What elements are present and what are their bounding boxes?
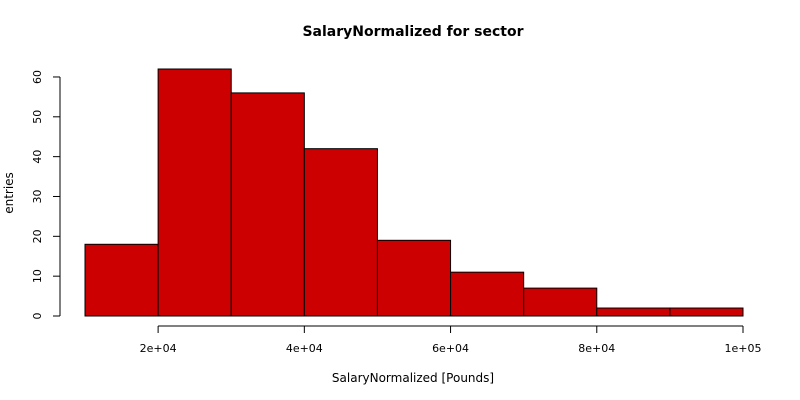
chart-title: SalaryNormalized for sector	[302, 24, 523, 40]
x-tick-label: 4e+04	[286, 342, 323, 355]
x-tick-label: 8e+04	[578, 342, 615, 355]
x-tick-label: 2e+04	[140, 342, 177, 355]
y-ticks: 0 10 20 30 40 50 60	[31, 70, 60, 320]
histogram-bar	[596, 307, 671, 317]
bars	[84, 68, 744, 317]
histogram-bar	[230, 92, 305, 317]
y-axis-label: entries	[2, 172, 16, 214]
y-tick-label: 40	[31, 150, 44, 164]
histogram-bar	[157, 68, 232, 317]
y-tick-label: 50	[31, 110, 44, 124]
y-tick-label: 60	[31, 70, 44, 84]
histogram-bar	[450, 271, 525, 317]
histogram-bar	[523, 287, 598, 317]
y-tick-label: 0	[31, 313, 44, 320]
y-tick-label: 10	[31, 269, 44, 283]
histogram-bar	[669, 307, 744, 317]
histogram-bar	[376, 239, 452, 317]
x-ticks: 2e+04 4e+04 6e+04 8e+04 1e+05	[140, 326, 762, 355]
histogram-bar	[303, 148, 378, 317]
y-tick-label: 30	[31, 189, 44, 203]
x-axis-label: SalaryNormalized [Pounds]	[332, 371, 494, 385]
histogram-bar	[84, 243, 159, 317]
x-tick-label: 6e+04	[432, 342, 469, 355]
y-tick-label: 20	[31, 229, 44, 243]
x-tick-label: 1e+05	[725, 342, 762, 355]
